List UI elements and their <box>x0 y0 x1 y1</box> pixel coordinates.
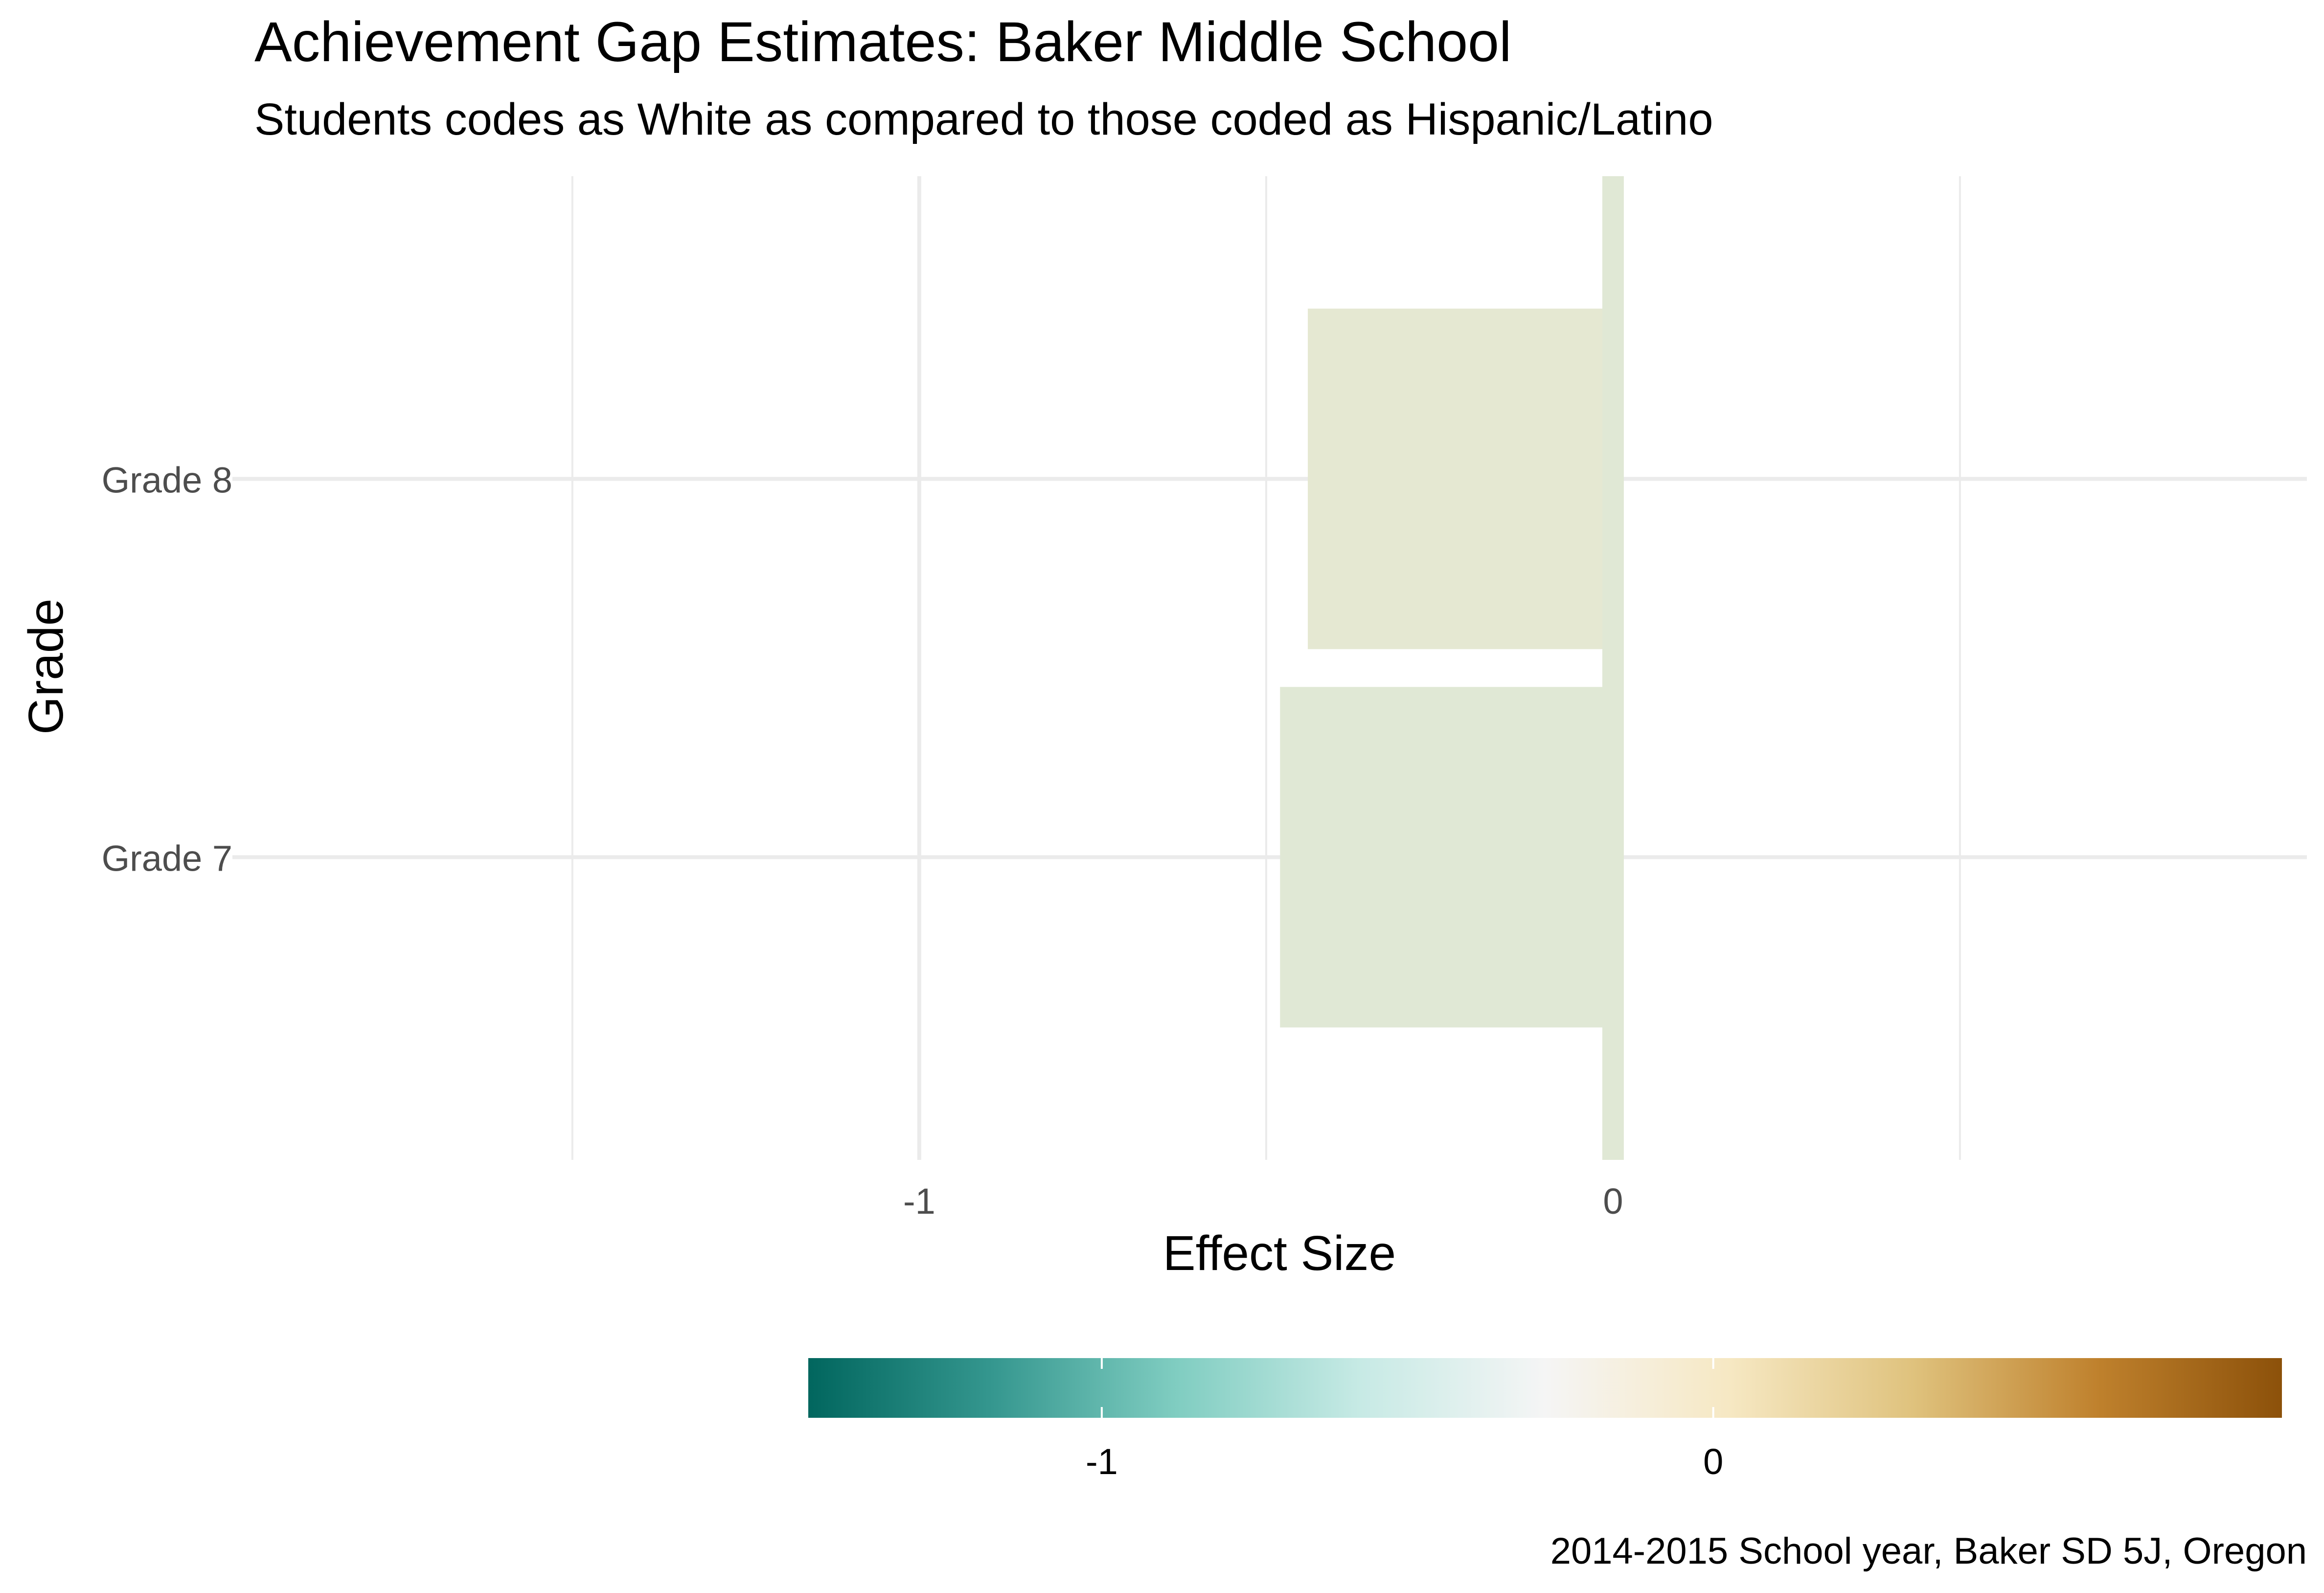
y-axis-tick-labels: Grade 8 Grade 7 <box>102 460 232 878</box>
y-tick-label: Grade 7 <box>102 838 232 879</box>
y-tick-label: Grade 8 <box>102 460 232 500</box>
colorbar-tick-label: -1 <box>1086 1441 1118 1482</box>
x-axis-title: Effect Size <box>1163 1226 1396 1281</box>
y-axis-title: Grade <box>19 599 73 735</box>
bar <box>1307 308 1613 649</box>
bar <box>1280 687 1613 1028</box>
x-tick-label: -1 <box>903 1181 935 1222</box>
x-axis-tick-labels: -1 0 <box>903 1181 1623 1222</box>
colorbar-tick-label: 0 <box>1703 1441 1723 1482</box>
plot-bars <box>1280 308 1613 1028</box>
chart-caption: 2014-2015 School year, Baker SD 5J, Oreg… <box>1550 1530 2307 1572</box>
chart-title: Achievement Gap Estimates: Baker Middle … <box>254 11 1512 73</box>
colorbar-legend: -1 0 <box>808 1358 2282 1482</box>
plot-gridlines <box>232 176 2307 1160</box>
zero-reference-line <box>1602 176 1624 1160</box>
colorbar-gradient-rect <box>808 1358 2282 1418</box>
chart-subtitle: Students codes as White as compared to t… <box>254 94 1713 144</box>
x-tick-label: 0 <box>1603 1181 1623 1222</box>
zero-line <box>1602 176 1624 1160</box>
colorbar-ticks: -1 0 <box>1086 1358 1723 1482</box>
